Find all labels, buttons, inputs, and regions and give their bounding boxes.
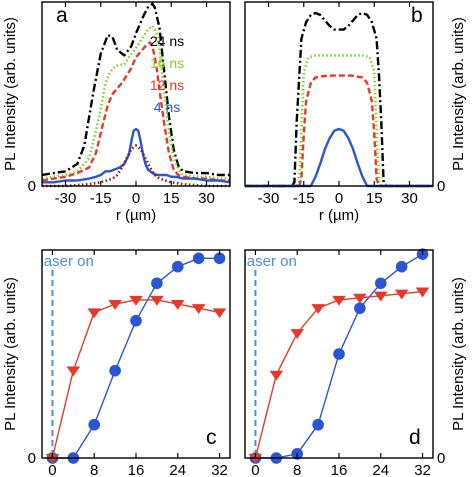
plot-frame-c [41, 249, 231, 459]
legend-entry: 4 ns [154, 99, 180, 115]
data-point-circle [171, 260, 184, 273]
data-point-triangle [66, 366, 81, 377]
x-tick-label: 32 [414, 462, 431, 477]
panel-d: laser on081624320t (ns)PL Intensity (arb… [243, 248, 467, 477]
data-point-circle [151, 277, 163, 290]
y-axis-title: PL Intensity (arb. units) [450, 277, 467, 431]
legend-entry: 12 ns [150, 77, 184, 93]
x-tick-label: -15 [293, 190, 315, 207]
x-axis-title: r (µm) [116, 207, 156, 224]
data-point-circle [374, 277, 387, 290]
x-tick-label: 30 [401, 190, 418, 207]
legend-entry: 24 ns [150, 33, 184, 49]
x-tick-label: 32 [211, 462, 228, 477]
x-axis-title: r (µm) [319, 207, 359, 224]
data-point-triangle [332, 295, 346, 306]
y-tick-label: 0 [28, 450, 36, 467]
data-point-triangle [290, 329, 305, 339]
x-tick-label: -30 [55, 190, 77, 207]
x-tick-label: 24 [372, 462, 389, 477]
x-tick-label: -30 [258, 190, 280, 207]
laser-on-label: laser on [40, 253, 93, 270]
y-tick-label: 0 [28, 178, 36, 195]
data-point-triangle [191, 304, 206, 315]
series-line-a-4 [42, 144, 230, 188]
series-line-a-3 [42, 127, 231, 184]
x-tick-label: 16 [331, 462, 348, 477]
x-tick-label: 15 [366, 190, 383, 207]
y-axis-title: PL Intensity (arb. units) [2, 17, 19, 171]
data-point-circle [395, 260, 408, 273]
plot-frame-a [41, 1, 231, 187]
x-tick-label: 30 [198, 190, 215, 207]
data-point-triangle [269, 370, 284, 381]
x-tick-label: 0 [48, 462, 56, 477]
y-tick-label: 0 [437, 178, 445, 195]
panel-letter-a: a [56, 4, 68, 27]
data-point-triangle [248, 453, 263, 464]
data-point-circle [109, 364, 121, 377]
data-point-triangle [150, 295, 164, 306]
x-tick-label: 8 [293, 462, 301, 477]
series-line-b-0 [245, 11, 433, 188]
data-point-circle [88, 418, 101, 431]
data-point-triangle [311, 304, 325, 315]
series-line-a-0 [41, 2, 230, 177]
panel-letter-d: d [409, 426, 421, 449]
x-tick-label: 8 [90, 462, 98, 477]
series-line-a-2 [41, 41, 230, 182]
x-tick-label: -15 [90, 190, 112, 207]
data-point-triangle [87, 308, 102, 319]
data-point-triangle [415, 287, 430, 298]
x-tick-label: 15 [163, 190, 180, 207]
data-point-triangle [129, 295, 143, 306]
data-point-circle [312, 418, 324, 431]
y-axis-title: PL Intensity (arb. units) [2, 277, 19, 431]
panel-c: laser on081624320t (ns)PL Intensity (arb… [2, 249, 231, 477]
panel-letter-c: c [206, 426, 217, 449]
panel-letter-b: b [411, 4, 423, 27]
x-tick-label: 0 [132, 190, 140, 207]
data-point-circle [130, 314, 142, 327]
data-point-triangle [353, 293, 367, 304]
series-line-b-1 [245, 54, 433, 188]
data-point-circle [213, 252, 226, 265]
series-line-d-1 [254, 290, 423, 459]
x-tick-label: 16 [128, 462, 145, 477]
data-point-triangle [394, 289, 409, 300]
x-tick-label: 24 [169, 462, 186, 477]
y-tick-label: 0 [437, 450, 445, 467]
data-point-circle [354, 302, 366, 315]
data-point-triangle [212, 308, 227, 319]
data-point-triangle [373, 291, 388, 302]
laser-on-label: laser on [243, 253, 296, 270]
y-axis-title: PL Intensity (arb. units) [450, 17, 467, 171]
data-point-triangle [170, 300, 185, 310]
data-point-circle [333, 348, 345, 360]
series-line-a-1 [41, 24, 230, 180]
series-line-b-2 [245, 74, 433, 188]
legend-entry: 16 ns [150, 55, 184, 71]
x-tick-label: 0 [335, 190, 343, 207]
data-point-triangle [45, 453, 60, 464]
data-point-triangle [108, 300, 122, 310]
x-tick-label: 0 [251, 462, 259, 477]
data-point-circle [192, 252, 205, 265]
series-line-b-3 [245, 127, 433, 188]
